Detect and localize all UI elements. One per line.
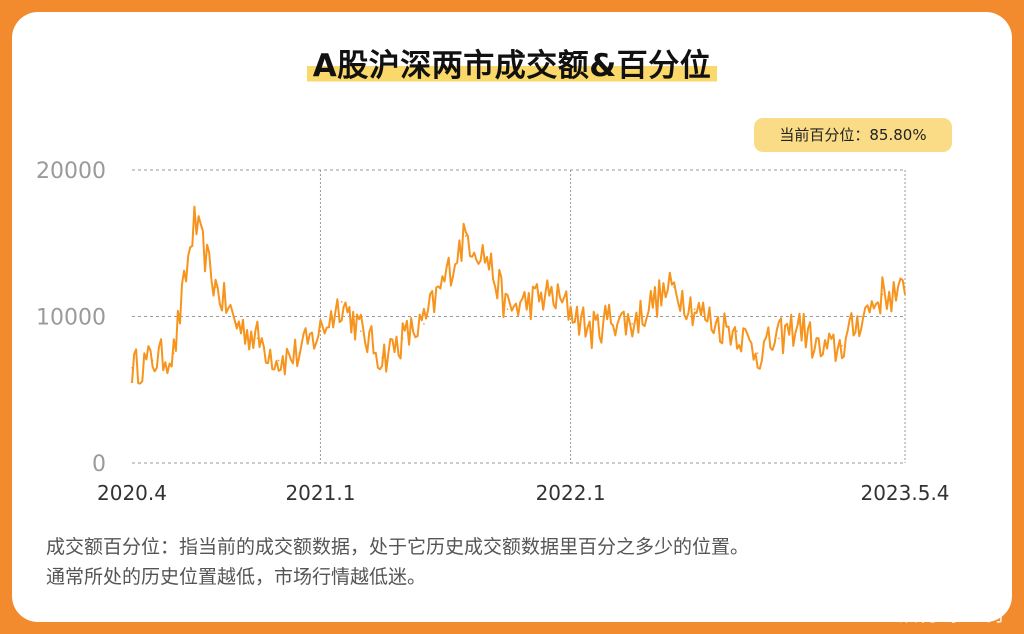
y-tick-label: 20000 xyxy=(36,159,106,184)
data-point xyxy=(778,337,780,340)
watermark: 银行螺丝钉 xyxy=(895,602,1006,627)
data-point xyxy=(214,286,217,289)
data-point xyxy=(527,301,530,303)
x-tick-label: 2020.4 xyxy=(97,481,167,505)
data-point xyxy=(131,366,133,369)
data-point xyxy=(277,359,280,362)
data-point xyxy=(652,301,654,303)
data-point xyxy=(193,220,196,223)
data-point xyxy=(464,235,467,237)
data-point xyxy=(860,315,862,318)
data-point xyxy=(173,352,175,354)
data-point xyxy=(486,257,488,259)
data-point xyxy=(151,359,154,362)
data-point xyxy=(756,352,759,354)
data-point xyxy=(506,308,509,310)
data-point xyxy=(736,330,738,332)
series-line xyxy=(131,205,906,385)
data-point xyxy=(548,293,551,296)
chart-note: 成交额百分位：指当前的成交额数据，处于它历史成交额数据里百分之多少的位置。 通常… xyxy=(46,532,966,592)
data-point xyxy=(904,293,906,296)
data-point xyxy=(236,323,238,325)
data-point xyxy=(715,323,717,325)
data-point xyxy=(423,323,425,325)
data-point xyxy=(819,352,822,354)
data-point xyxy=(693,308,696,310)
data-point xyxy=(798,323,801,325)
data-point xyxy=(381,356,383,359)
data-point xyxy=(673,286,675,289)
x-tick-label: 2022.1 xyxy=(536,481,606,505)
chart-title: A股沪深两市成交额&百分位 xyxy=(0,40,1024,85)
x-tick-label: 2023.5.4 xyxy=(860,481,949,505)
data-point xyxy=(340,301,343,303)
data-point xyxy=(591,330,593,332)
note-line-1: 成交额百分位：指当前的成交额数据，处于它历史成交额数据里百分之多少的位置。 xyxy=(46,536,750,558)
y-tick-label: 0 xyxy=(92,452,106,477)
data-point xyxy=(631,323,634,325)
data-point xyxy=(319,330,322,332)
data-point xyxy=(298,352,301,354)
data-point xyxy=(360,330,362,332)
data-point xyxy=(569,308,572,310)
data-point xyxy=(881,293,884,296)
note-line-2: 通常所处的历史位置越低，市场行情越低迷。 xyxy=(46,566,427,588)
x-tick-label: 2021.1 xyxy=(285,481,355,505)
y-tick-label: 10000 xyxy=(36,306,106,331)
data-point xyxy=(256,337,259,340)
data-point xyxy=(401,337,404,340)
data-point xyxy=(443,279,446,281)
percentile-badge: 当前百分位：85.80% xyxy=(754,118,952,152)
data-point xyxy=(841,345,843,347)
data-point xyxy=(610,315,612,318)
